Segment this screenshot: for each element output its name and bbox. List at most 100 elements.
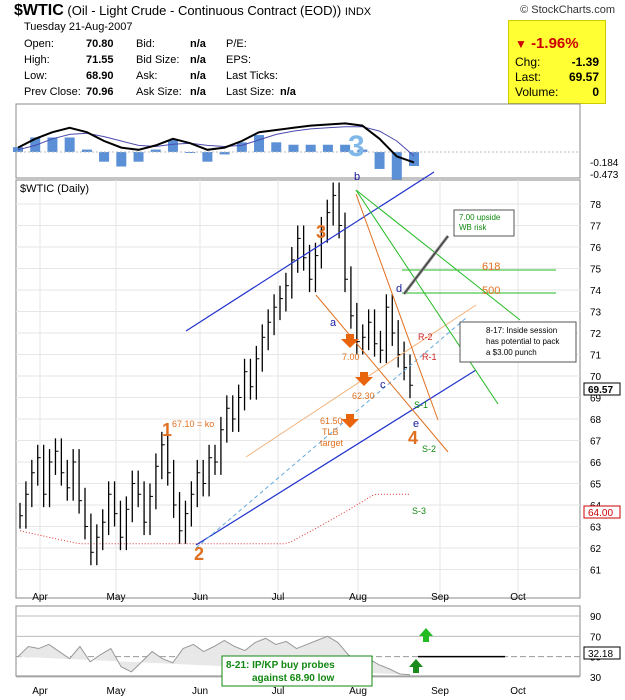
rsi-x-tick: Jun: [192, 686, 208, 697]
last-row: Last: 69.57: [515, 70, 599, 84]
price-x-tick: Aug: [349, 592, 367, 603]
pe-label: P/E:: [226, 38, 247, 50]
rsi-callout-text: 8-21: IP/KP buy probes: [226, 660, 335, 671]
macd-histogram-bar: [30, 137, 41, 152]
chart-annotation: 1: [162, 420, 172, 440]
price-x-tick: Sep: [431, 592, 449, 603]
brand-credit: © StockCharts.com: [520, 4, 615, 16]
volume-value: 0: [592, 85, 599, 99]
date-label: Tuesday 21-Aug-2007: [24, 21, 133, 33]
macd-signal-line: [17, 126, 415, 157]
macd-histogram-bar: [202, 152, 213, 162]
macd-histogram-bar: [322, 144, 333, 152]
lastsize-label: Last Size:: [226, 86, 275, 98]
macd-panel-frame: [15, 103, 581, 179]
macd-histogram-bar: [47, 137, 58, 152]
rsi-callout-box: [221, 655, 373, 687]
rsi-y-tick: 30: [590, 673, 602, 684]
down-arrow-icon: ▼: [515, 37, 527, 51]
asksize-label: Ask Size:: [136, 86, 182, 98]
macd-histogram-bar: [99, 152, 110, 162]
rsi-x-tick: Oct: [510, 686, 526, 697]
chart-annotation: S-2: [422, 444, 436, 454]
rsi-y-tick: 90: [590, 612, 602, 623]
rsi-x-tick: May: [107, 686, 126, 697]
chart-annotation: d: [396, 283, 402, 295]
descending-line-1: [315, 294, 449, 453]
macd-histogram-bar: [409, 152, 419, 166]
callout-text: WB risk: [459, 223, 488, 232]
down-arrow-icon: [341, 334, 359, 348]
down-arrow-icon: [355, 372, 373, 386]
macd-histogram-bar: [271, 142, 282, 152]
macd-histogram-bar: [185, 152, 196, 153]
price-panel-title: $WTIC (Daily): [20, 183, 89, 195]
price-x-tick: Jul: [272, 592, 285, 603]
prevclose-value: 70.96: [86, 86, 114, 98]
chart-annotation: c: [380, 379, 386, 391]
macd-line: [17, 122, 415, 164]
price-x-tick: Jun: [192, 592, 208, 603]
rsi-x-tick: Sep: [431, 686, 449, 697]
chart-annotation: 2: [194, 544, 204, 564]
price-y-tick: 75: [590, 265, 602, 276]
chart-annotation: 618: [482, 261, 500, 273]
rsi-y-tick: 70: [590, 632, 602, 643]
macd-histogram-bar: [340, 144, 351, 152]
chart-annotation: R-2: [418, 332, 433, 342]
price-y-tick: 63: [590, 523, 602, 534]
asksize-value: n/a: [190, 86, 206, 98]
last-value: 69.57: [568, 70, 599, 84]
price-y-tick: 74: [590, 286, 602, 297]
eps-label: EPS:: [226, 54, 252, 66]
quote-info-panel: Tuesday 21-Aug-2007 Open: 70.80 High: 71…: [20, 19, 496, 101]
change-value: -1.39: [571, 55, 599, 69]
down-arrow-icon: [341, 414, 359, 428]
open-value: 70.80: [86, 38, 114, 50]
chart-annotation: e: [413, 418, 419, 430]
last-label: Last:: [515, 70, 542, 84]
callout-text: 7.00 upside: [459, 213, 501, 222]
price-y-tick: 65: [590, 480, 602, 491]
macd-histogram-bar: [133, 152, 144, 162]
price-y-tick: 62: [590, 544, 602, 555]
callout-box-wb-risk: [453, 209, 515, 237]
high-label: High:: [24, 54, 50, 66]
chart-annotation: 62.30: [352, 391, 375, 401]
chart-annotation: R-1: [422, 352, 437, 362]
instrument-name: (Oil - Light Crude - Continuous Contract…: [67, 3, 342, 18]
rsi-value-box: [583, 646, 621, 660]
callout-text: a $3.00 punch: [486, 348, 537, 357]
price-y-tick: 69: [590, 394, 602, 405]
fan-line-2: [355, 189, 521, 321]
rsi-callout-text: against 68.90 low: [252, 673, 334, 684]
macd-histogram-bar: [357, 149, 368, 152]
descending-line-2: [355, 193, 439, 421]
exchange: INDX: [344, 6, 372, 18]
macd-histogram-bar: [305, 144, 316, 152]
up-arrow-icon: [409, 659, 423, 673]
open-label: Open:: [24, 38, 54, 50]
macd-histogram-bar: [167, 139, 178, 152]
lastticks-label: Last Ticks:: [226, 70, 278, 82]
chart-annotation: b: [354, 171, 360, 183]
chart-annotation: target: [320, 438, 344, 448]
chart-annotation: S-1: [414, 400, 428, 410]
price-y-tick: 72: [590, 329, 602, 340]
price-x-tick: May: [107, 592, 126, 603]
price-x-tick: Apr: [32, 592, 48, 603]
price-y-tick: 68: [590, 415, 602, 426]
callout-text: 8-17: Inside session: [486, 326, 557, 335]
macd-histogram-bar: [236, 142, 247, 152]
price-y-tick: 78: [590, 200, 602, 211]
macd-histogram-bar: [81, 149, 92, 152]
rsi-x-tick: Jul: [272, 686, 285, 697]
rsi-x-tick: Aug: [349, 686, 367, 697]
lastsize-value: n/a: [280, 86, 296, 98]
callout-box-inside-session: [459, 321, 577, 363]
volume-row: Volume: 0: [515, 85, 599, 99]
chart-annotation: 3: [316, 222, 326, 242]
rsi-value-label: 32.18: [588, 649, 613, 660]
percent-change-value: -1.96%: [531, 35, 579, 52]
